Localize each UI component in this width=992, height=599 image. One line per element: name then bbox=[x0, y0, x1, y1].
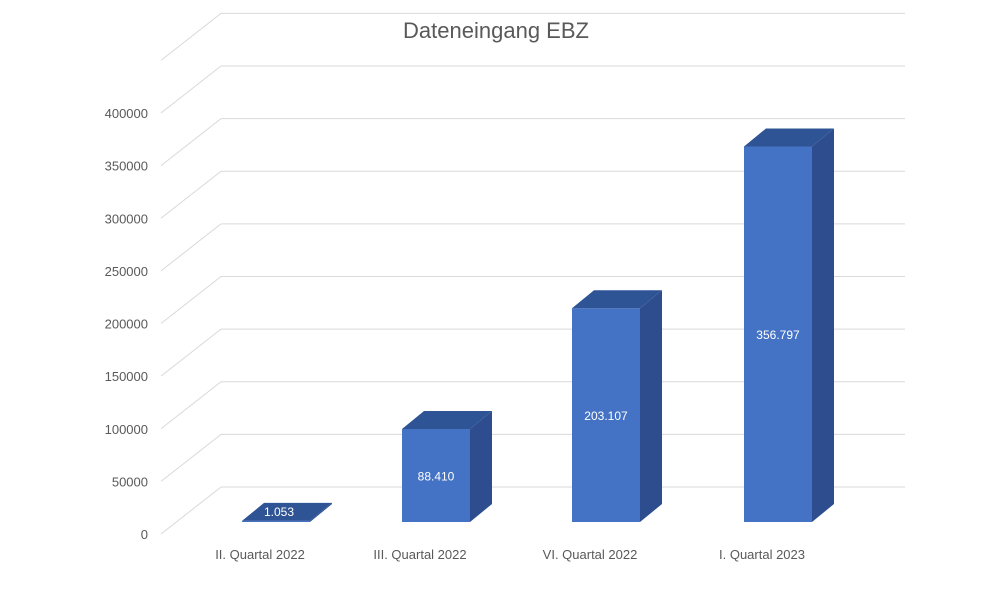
bars bbox=[242, 128, 834, 522]
gridline-depth bbox=[160, 433, 222, 482]
gridline-depth bbox=[160, 65, 222, 114]
y-tick-label: 100000 bbox=[105, 422, 148, 437]
bar-top bbox=[242, 502, 332, 521]
data-label: 1.053 bbox=[264, 505, 294, 519]
gridline-depth bbox=[160, 328, 222, 377]
bar-front bbox=[572, 308, 640, 522]
gridline-depth bbox=[160, 276, 222, 324]
data-label: 356.797 bbox=[756, 328, 800, 342]
gridline-depth bbox=[160, 223, 222, 272]
bar-front bbox=[402, 428, 470, 522]
bar bbox=[744, 128, 834, 522]
gridline-depth bbox=[160, 12, 222, 61]
category-label: I. Quartal 2023 bbox=[719, 547, 805, 562]
gridline-depth bbox=[160, 486, 222, 535]
gridline-depth bbox=[160, 170, 222, 219]
bar-front bbox=[744, 146, 812, 522]
y-tick-label: 50000 bbox=[112, 474, 148, 489]
y-tick-label: 350000 bbox=[105, 159, 148, 174]
bar-top bbox=[744, 128, 834, 147]
y-tick-label: 400000 bbox=[105, 106, 148, 121]
x-axis-categories: II. Quartal 2022 III. Quartal 2022 VI. Qua… bbox=[215, 547, 805, 562]
bar-front bbox=[242, 520, 310, 522]
bar-top bbox=[402, 410, 492, 429]
bar-side bbox=[310, 502, 332, 522]
gridline-depth bbox=[160, 381, 222, 430]
y-axis-ticks: 0 50000 100000 150000 200000 250000 300000 3500… bbox=[105, 106, 148, 542]
y-tick-label: 300000 bbox=[105, 211, 148, 226]
y-tick-label: 0 bbox=[141, 527, 148, 542]
bar bbox=[242, 502, 332, 522]
bar bbox=[572, 290, 662, 522]
category-label: III. Quartal 2022 bbox=[373, 547, 466, 562]
data-label: 88.410 bbox=[418, 469, 455, 483]
data-label: 203.107 bbox=[584, 409, 628, 423]
y-tick-label: 250000 bbox=[105, 264, 148, 279]
bar-side bbox=[470, 410, 492, 522]
bar bbox=[402, 410, 492, 522]
chart-title: Dateneingang EBZ bbox=[403, 18, 589, 43]
bar-side bbox=[640, 290, 662, 522]
y-tick-label: 200000 bbox=[105, 317, 148, 332]
category-label: II. Quartal 2022 bbox=[215, 547, 305, 562]
data-labels: 1.053 88.410 203.107 356.797 bbox=[264, 328, 800, 519]
y-tick-label: 150000 bbox=[105, 369, 148, 384]
category-label: VI. Quartal 2022 bbox=[543, 547, 638, 562]
gridline-depth bbox=[160, 118, 222, 167]
bar-side bbox=[812, 128, 834, 522]
bar-top bbox=[572, 290, 662, 309]
